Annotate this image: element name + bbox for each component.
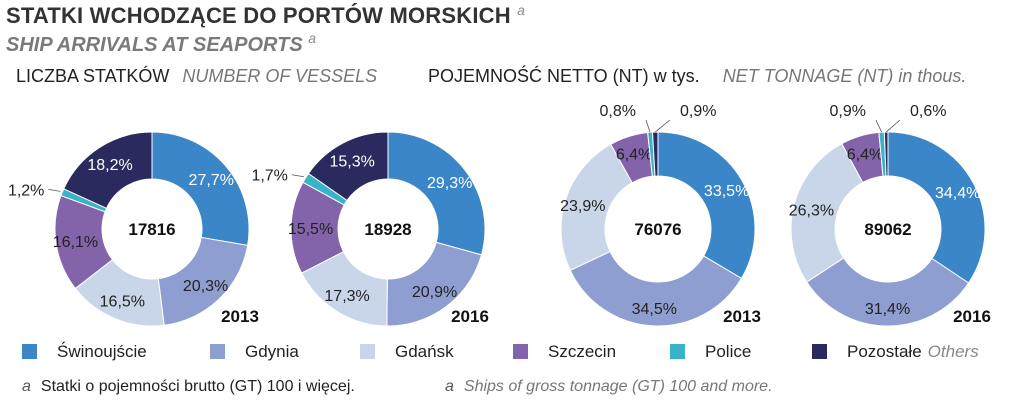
donut-chart-net_tonnage-2013: 33,5% 34,5% 23,9% 6,4% 0,8% 0,9% 76076 2013 (560, 103, 761, 327)
donut-year: 2016 (451, 307, 489, 326)
vessels-label-en: NUMBER OF VESSELS (182, 66, 378, 86)
leader-line (291, 174, 304, 178)
legend: Świnoujście Gdynia Gdańsk Szczecin Polic… (0, 340, 1024, 366)
legend-item-szczecin: Szczecin (513, 342, 616, 364)
footnote-en: a Ships of gross tonnage (GT) 100 and mor… (445, 378, 773, 396)
footnote-pl-text: Statki o pojemności brutto (GT) 100 i wi… (40, 378, 355, 395)
leader-line (885, 119, 901, 133)
title-text: STATKI WCHODZĄCE DO PORTÓW MORSKICH (6, 3, 511, 28)
donut-chart-number_of_vessels-2016: 29,3% 20,9% 17,3% 15,5% 1,7% 15,3% 18928 2016 (251, 131, 489, 327)
title-footnote-mark: a (517, 2, 526, 18)
legend-item-gdynia: Gdynia (210, 342, 299, 364)
legend-swatch (360, 344, 375, 359)
data-label: 0,9% (680, 103, 716, 120)
footnote-en-text: Ships of gross tonnage (GT) 100 and more… (463, 378, 773, 395)
donut-slice-gdynia (569, 250, 743, 327)
donut-slice-pozostale (883, 131, 889, 177)
donut-year: 2013 (221, 307, 259, 326)
leader-line (655, 119, 671, 133)
donut-year: 2016 (953, 307, 991, 326)
legend-item-police: Police (670, 342, 751, 364)
data-label: 16,1% (53, 234, 98, 251)
legend-swatch (812, 344, 827, 359)
data-label: 26,3% (789, 203, 834, 220)
legend-swatch (670, 344, 685, 359)
data-label: 33,5% (704, 183, 749, 200)
vessels-label-pl: LICZBA STATKÓW (16, 66, 170, 86)
legend-item-gdansk: Gdańsk (360, 342, 454, 364)
data-label: 16,5% (100, 294, 145, 311)
data-label: 6,4% (616, 147, 652, 164)
data-label: 6,4% (847, 146, 883, 163)
data-label: 0,9% (830, 103, 866, 120)
data-label: 29,3% (427, 175, 472, 192)
legend-label: Świnoujście (57, 342, 147, 361)
data-label: 34,5% (632, 301, 677, 318)
data-label: 34,4% (935, 185, 980, 202)
donut-year: 2013 (723, 307, 761, 326)
tonnage-label-en: NET TONNAGE (NT) in thous. (722, 66, 967, 86)
chart-subtitle: SHIP ARRIVALS AT SEAPORTS a (6, 30, 316, 57)
subtitle-text: SHIP ARRIVALS AT SEAPORTS (6, 34, 303, 56)
data-label: 20,9% (412, 284, 457, 301)
vessels-section-label: LICZBA STATKÓW NUMBER OF VESSELS (16, 66, 377, 87)
legend-label: Pozostałe (847, 342, 922, 361)
donut-total: 17816 (128, 220, 175, 239)
data-label: 15,5% (288, 221, 333, 238)
legend-swatch (210, 344, 225, 359)
legend-label: Szczecin (548, 342, 617, 361)
leader-line (875, 119, 882, 133)
tonnage-label-pl: POJEMNOŚĆ NETTO (NT) w tys. (428, 66, 700, 86)
footnote-mark: a (22, 378, 31, 395)
donut-slice-swinoujscie (387, 131, 486, 256)
data-label: 27,7% (189, 172, 234, 189)
legend-label-en: Others (927, 342, 979, 361)
legend-swatch (22, 344, 37, 359)
donut-charts: 27,7%20,3%16,5%16,1%1,2%18,2%17816201329… (8, 103, 991, 327)
donut-total: 89062 (864, 220, 911, 239)
data-label: 23,9% (560, 198, 605, 215)
data-label: 0,8% (600, 103, 636, 120)
donut-slice-gdynia (157, 236, 249, 326)
donut-chart-number_of_vessels-2013: 27,7% 20,3% 16,5% 16,1% 1,2% 18,2% 17816 2013 (8, 131, 259, 327)
data-label: 1,7% (251, 168, 287, 185)
legend-label: Police (705, 342, 752, 361)
footnote-pl: a Statki o pojemności brutto (GT) 100 i w… (22, 378, 355, 396)
chart-title: STATKI WCHODZĄCE DO PORTÓW MORSKICH a (6, 2, 525, 29)
donut-slice-swinoujscie (151, 131, 250, 246)
donut-total: 18928 (364, 220, 411, 239)
donut-slice-swinoujscie (887, 131, 986, 284)
data-label: 18,2% (87, 157, 132, 174)
data-label: 17,3% (324, 288, 369, 305)
legend-label: Gdańsk (395, 342, 454, 361)
donut-slice-swinoujscie (657, 131, 756, 280)
data-label: 20,3% (183, 278, 228, 295)
leader-line (48, 189, 61, 192)
donut-total: 76076 (634, 220, 681, 239)
data-label: 31,4% (865, 301, 910, 318)
donut-slice-pozostale (651, 131, 659, 177)
tonnage-section-label: POJEMNOŚĆ NETTO (NT) w tys. NET TONNAGE … (428, 66, 966, 87)
donut-slice-gdansk (790, 143, 864, 283)
donut-chart-net_tonnage-2016: 34,4% 31,4% 26,3% 6,4% 0,9% 0,6% 89062 2016 (789, 103, 991, 327)
donut-slice-gdynia (806, 257, 970, 327)
footnote-mark: a (445, 378, 454, 395)
leader-line (645, 119, 651, 133)
legend-item-swinoujscie: Świnoujście (22, 342, 147, 364)
data-label: 0,6% (910, 103, 946, 120)
data-label: 15,3% (329, 153, 374, 170)
legend-label: Gdynia (245, 342, 299, 361)
data-label: 1,2% (8, 182, 44, 199)
donut-slice-pozostale (307, 131, 389, 202)
legend-item-pozostale: Pozostałe Others (812, 342, 979, 364)
legend-swatch (513, 344, 528, 359)
donut-slice-pozostale (63, 131, 153, 209)
subtitle-footnote-mark: a (308, 30, 317, 46)
